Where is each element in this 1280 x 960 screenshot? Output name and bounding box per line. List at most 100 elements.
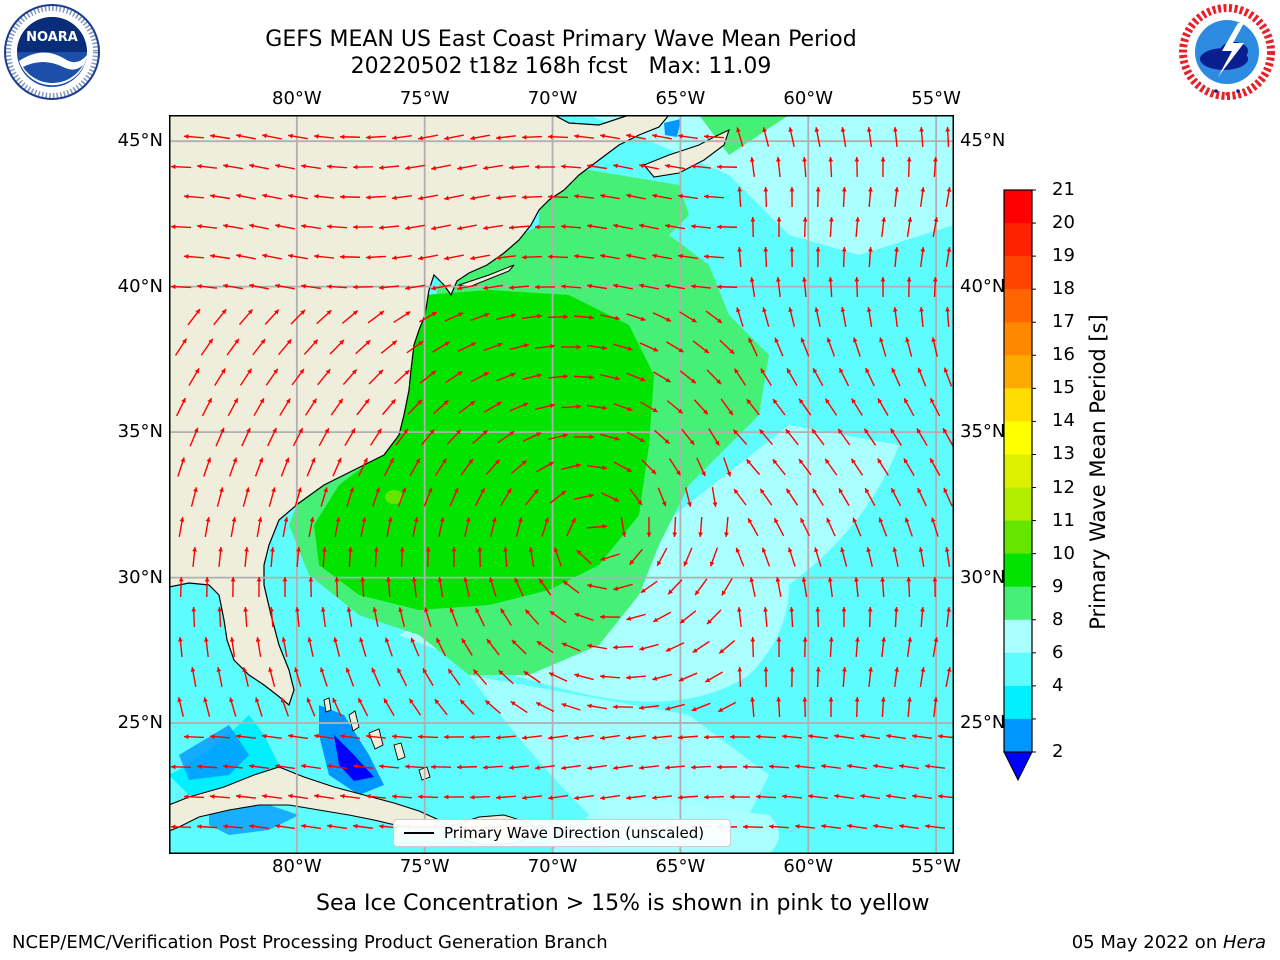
wave-arrow [560,344,582,350]
wave-arrow [495,255,517,261]
wave-arrow [346,487,354,507]
wave-arrow [249,163,269,170]
chart-subtitle: 20220502 t18z 168h fcst Max: 11.09 [350,54,772,79]
colorbar-frame [1003,189,1033,753]
wave-arrow [497,430,515,444]
wave-arrow [824,398,838,416]
wave-arrow [629,548,643,566]
wave-arrow [397,487,407,507]
legend-line-swatch [404,832,434,834]
wave-arrow [742,764,764,770]
wave-arrow [773,517,785,537]
wave-arrow [280,697,290,717]
wave-arrow [370,428,382,446]
wave-arrow [196,223,218,229]
wave-arrow [561,764,581,771]
wave-arrow [945,667,952,687]
wave-arrow [308,517,315,537]
wave-arrow [776,156,781,178]
wave-arrow [252,338,266,356]
wave-arrow [183,134,205,139]
wave-arrow [261,793,283,800]
wave-arrow [677,735,699,740]
wave-arrow [755,734,777,740]
wave-arrow [886,733,906,740]
wave-arrow [724,516,729,538]
wave-arrow [716,164,738,170]
wave-field-2-4s-fundy [664,119,681,137]
wave-arrow [667,579,683,595]
wave-arrow [600,253,620,260]
wave-arrow [444,312,464,322]
wave-arrow [326,284,348,290]
lon-tick-top: 65°W [655,88,706,109]
wave-arrow [417,794,439,800]
wave-arrow [210,133,230,140]
wave-arrow [228,457,238,477]
wave-arrow [840,127,847,147]
wave-arrow [690,224,712,229]
wave-arrow [201,397,213,417]
wave-arrow [396,667,408,687]
legend-label: Primary Wave Direction (unscaled) [444,824,705,842]
wave-arrow [326,164,348,170]
wave-arrow [170,284,192,290]
wave-arrow [709,547,719,567]
wave-arrow [772,458,786,476]
wave-arrow [175,397,187,417]
wave-arrow [931,337,938,357]
wave-arrow [890,428,902,446]
wave-arrow [919,186,926,208]
wave-arrow [457,164,477,171]
wave-arrow [373,546,379,568]
wave-arrow [352,823,374,829]
wave-arrow [235,733,257,739]
wave-arrow [170,164,192,170]
wave-arrow [196,283,218,289]
wave-arrow [254,457,264,477]
wave-arrow [706,609,722,625]
wave-arrow [352,763,374,769]
wave-arrow [841,246,847,268]
wave-arrow [549,610,567,624]
colorbar-tick-label: 15 [1052,377,1075,399]
wave-arrow [907,696,912,718]
wave-arrow [547,794,569,801]
wave-arrow [547,374,569,379]
sea-ice-caption: Sea Ice Concentration > 15% is shown in … [316,891,930,916]
wave-arrow [723,457,732,477]
wave-arrow [750,216,756,238]
wave-arrow [332,457,342,477]
wave-arrow [626,313,646,322]
wave-arrow [613,343,633,351]
wave-arrow [463,577,470,597]
wave-arrow [746,398,760,416]
wave-arrow [548,672,568,682]
wave-arrow [683,547,693,567]
wave-arrow [918,547,925,567]
wave-arrow [932,576,938,598]
wave-arrow [600,433,620,441]
wave-arrow [230,517,237,537]
wave-arrow [613,283,633,290]
wave-arrow [824,458,838,476]
wave-arrow [652,673,672,681]
footer-date: 05 May 2022 on Hera [1072,932,1266,954]
wave-arrow [196,764,218,770]
wave-arrow [183,254,205,259]
wave-arrow [278,338,292,356]
wave-arrow [864,487,876,507]
wave-arrow [288,253,308,260]
wave-arrow [319,667,328,687]
lat-tick-right: 40°N [960,275,1006,297]
wave-arrow [538,578,552,596]
wave-arrow [333,637,341,657]
wave-arrow [352,284,374,290]
lon-tick-top: 60°W [783,88,834,109]
wave-arrow [301,823,321,830]
wave-arrow [679,370,697,384]
wave-arrow [241,427,251,447]
wave-arrow [812,367,824,387]
nws-logo [1179,4,1275,100]
wave-arrow [218,546,223,568]
